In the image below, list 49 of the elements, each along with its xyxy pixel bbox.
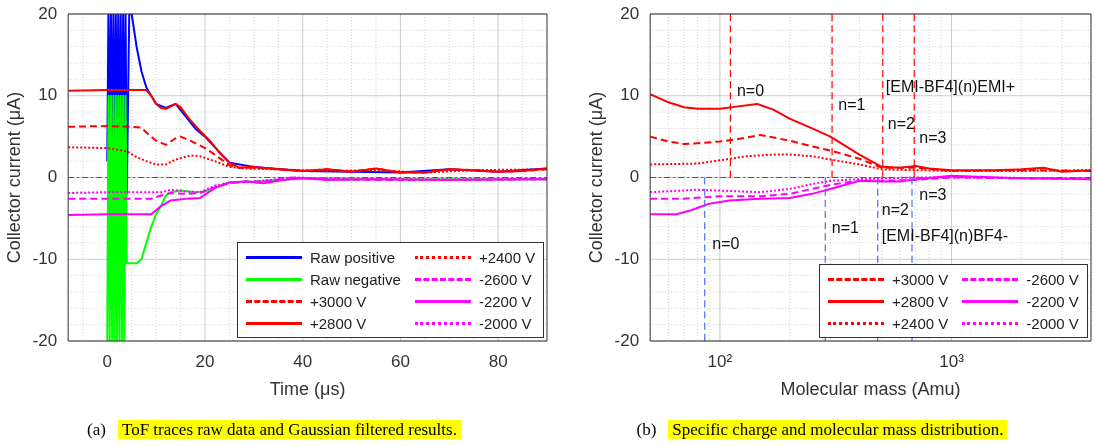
x-tick-label: 80 (488, 351, 508, 371)
annotation: n=1 (838, 95, 866, 113)
y-tick-label: 20 (620, 3, 640, 23)
y-tick-label: 10 (38, 85, 58, 105)
x-tick-label: 0 (102, 351, 112, 371)
y-axis-title: Collector current (μA) (585, 91, 606, 264)
legend-label: -2000 V (1026, 314, 1079, 332)
legend-label: -2200 V (1026, 292, 1079, 310)
text: Specific charge and molecular mass distribution. (668, 420, 1008, 439)
y-tick-label: 0 (47, 167, 58, 187)
y-axis-title: Collector current (μA) (3, 91, 24, 264)
text: (b) (636, 420, 657, 439)
legend-label: -2200 V (478, 292, 532, 310)
x-tick-label: 20 (195, 351, 215, 371)
x-tick-label: 60 (390, 351, 410, 371)
y-tick-label: 0 (629, 167, 640, 187)
legend-label: +2800 V (892, 292, 949, 310)
annotation: [EMI-BF4](n)BF4- (881, 226, 1008, 244)
annotation: n=2 (887, 114, 916, 132)
x-axis-title: Molecular mass (Amu) (780, 379, 961, 400)
annotation: n=0 (712, 234, 740, 252)
legend-label: +3000 V (310, 292, 367, 310)
legend-label: +2400 V (892, 314, 949, 332)
y-tick-label: -20 (614, 330, 640, 350)
x-tick-label: 10² (707, 351, 733, 371)
annotation: n=2 (881, 201, 909, 219)
x-axis-title: Time (μs) (269, 379, 346, 400)
annotation: n=0 (736, 82, 765, 100)
y-tick-label: 10 (620, 85, 640, 105)
legend-label: +3000 V (892, 270, 949, 288)
text: (a) (87, 420, 106, 439)
legend-label: Raw negative (310, 270, 401, 288)
annotation: n=3 (919, 185, 947, 203)
legend-label: Raw positive (310, 248, 396, 266)
y-tick-label: -10 (614, 248, 640, 268)
legend-label: -2600 V (1026, 270, 1079, 288)
annotation: n=3 (919, 128, 947, 146)
x-tick-label: 40 (293, 351, 313, 371)
legend-label: +2800 V (310, 314, 367, 332)
annotation: [EMI-BF4](n)EMI+ (885, 77, 1016, 95)
y-tick-label: -20 (32, 330, 58, 350)
text: ToF traces raw data and Gaussian filtered results. (117, 420, 461, 439)
legend-label: +2400 V (478, 248, 536, 266)
x-tick-label: 10³ (939, 351, 965, 371)
legend-label: -2000 V (478, 314, 532, 332)
annotation: n=1 (831, 218, 859, 236)
y-tick-label: -10 (32, 248, 58, 268)
y-tick-label: 20 (38, 3, 58, 23)
legend-label: -2600 V (478, 270, 532, 288)
